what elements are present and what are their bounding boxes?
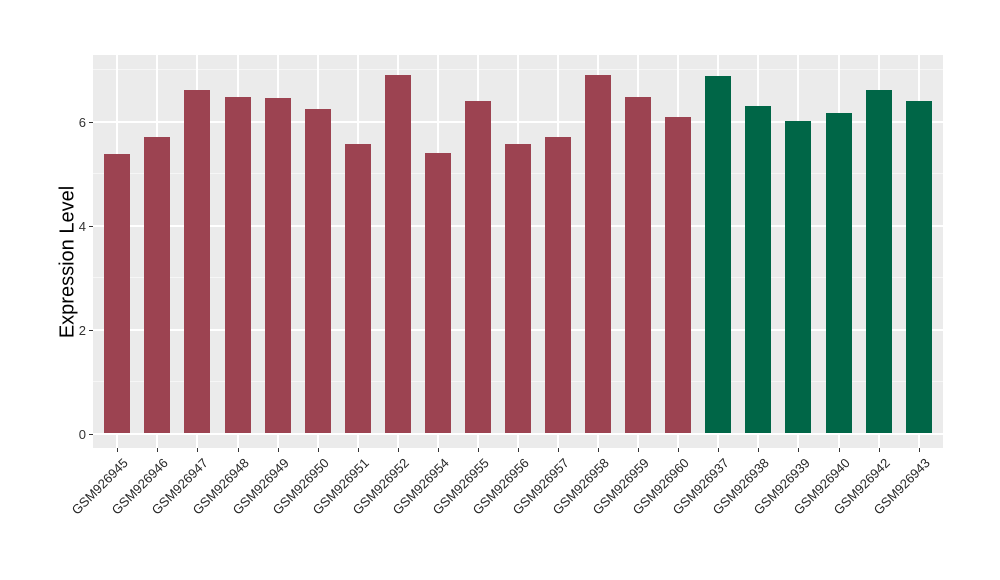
x-tick-mark [237,448,239,452]
x-tick-mark [157,448,159,452]
x-tick-mark [437,448,439,452]
bar-GSM926947 [184,90,211,434]
x-tick-mark [357,448,359,452]
bar-GSM926945 [104,153,131,434]
bar-GSM926938 [745,105,772,434]
x-tick-mark [518,448,519,452]
x-tick-mark [477,448,479,452]
bar-GSM926951 [344,143,371,434]
x-tick-mark [798,448,800,452]
x-tick-mark [197,448,199,452]
y-tick-label-2: 2 [78,322,86,338]
bar-GSM926955 [464,100,491,434]
y-tick-mark [89,121,93,123]
x-tick-mark [838,448,840,452]
bar-GSM926950 [304,109,331,434]
x-tick-mark [918,448,920,452]
y-tick-mark [89,433,93,435]
plot-panel [93,55,943,448]
bar-GSM926956 [505,143,531,434]
y-tick-label-4: 4 [78,218,86,234]
bar-GSM926959 [625,96,652,434]
y-tick-label-6: 6 [78,114,86,130]
x-tick-mark [317,448,319,452]
y-axis-title: Expression Level [56,185,79,339]
bar-GSM926948 [224,96,251,434]
x-tick-mark [878,448,880,452]
x-tick-mark [758,448,760,452]
bar-GSM926943 [905,100,932,434]
bar-GSM926939 [785,120,812,434]
x-tick-mark [397,448,399,452]
bar-GSM926954 [424,153,451,434]
bar-GSM926958 [585,74,612,434]
x-tick-mark [598,448,600,452]
y-tick-label-0: 0 [78,426,86,442]
bar-GSM926942 [865,89,892,434]
y-tick-mark [89,225,93,227]
bar-GSM926957 [545,137,572,434]
bar-GSM926960 [665,117,692,434]
x-tick-mark [638,448,640,452]
y-tick-mark [89,329,93,331]
bar-GSM926952 [384,75,411,434]
x-tick-mark [117,448,119,452]
x-tick-mark [558,448,560,452]
x-tick-mark [678,448,680,452]
bar-GSM926949 [264,97,291,434]
bar-GSM926946 [144,137,171,434]
bar-GSM926937 [705,75,732,434]
bar-GSM926940 [825,112,852,434]
x-tick-mark [718,448,720,452]
x-tick-mark [277,448,279,452]
